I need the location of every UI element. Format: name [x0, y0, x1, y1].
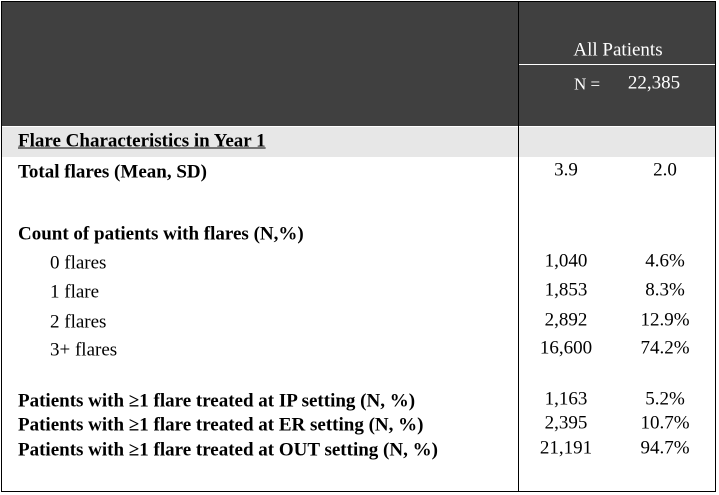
cell-value: 16,600: [539, 337, 593, 359]
row-label: Patients with ≥1 flare treated at IP set…: [18, 390, 416, 412]
cell-value: 4.6%: [645, 250, 685, 272]
n-label: N =: [573, 74, 601, 94]
row-label: Count of patients with flares (N,%): [18, 223, 304, 245]
row-label: 0 flares: [50, 252, 107, 274]
cell-value: 74.2%: [640, 337, 690, 359]
cell-value: 1,853: [544, 279, 588, 301]
cell-value: 8.3%: [645, 279, 685, 301]
n-value: 22,385: [627, 72, 681, 94]
cell-value: 5.2%: [645, 388, 685, 410]
section-title: Flare Characteristics in Year 1: [18, 130, 266, 152]
row-label: Patients with ≥1 flare treated at OUT se…: [18, 439, 438, 461]
cell-value: 1,040: [544, 250, 588, 272]
row-label: 3+ flares: [50, 339, 118, 361]
section-band: [2, 127, 716, 157]
column-title: All Patients: [573, 39, 663, 61]
header-rule: [519, 64, 716, 65]
cell-value: 1,163: [544, 388, 588, 410]
cell-value: 2,892: [544, 309, 588, 331]
cell-value: 94.7%: [640, 437, 690, 459]
row-label: 1 flare: [50, 281, 100, 303]
column-divider: [518, 2, 519, 492]
row-label: Total flares (Mean, SD): [18, 161, 207, 183]
cell-value: 21,191: [539, 437, 593, 459]
cell-value: 2.0: [653, 159, 677, 181]
cell-value: 3.9: [554, 159, 578, 181]
cell-value: 12.9%: [640, 309, 690, 331]
cell-value: 2,395: [544, 412, 588, 434]
row-label: Patients with ≥1 flare treated at ER set…: [18, 414, 424, 436]
cell-value: 10.7%: [640, 412, 690, 434]
row-label: 2 flares: [50, 311, 107, 333]
